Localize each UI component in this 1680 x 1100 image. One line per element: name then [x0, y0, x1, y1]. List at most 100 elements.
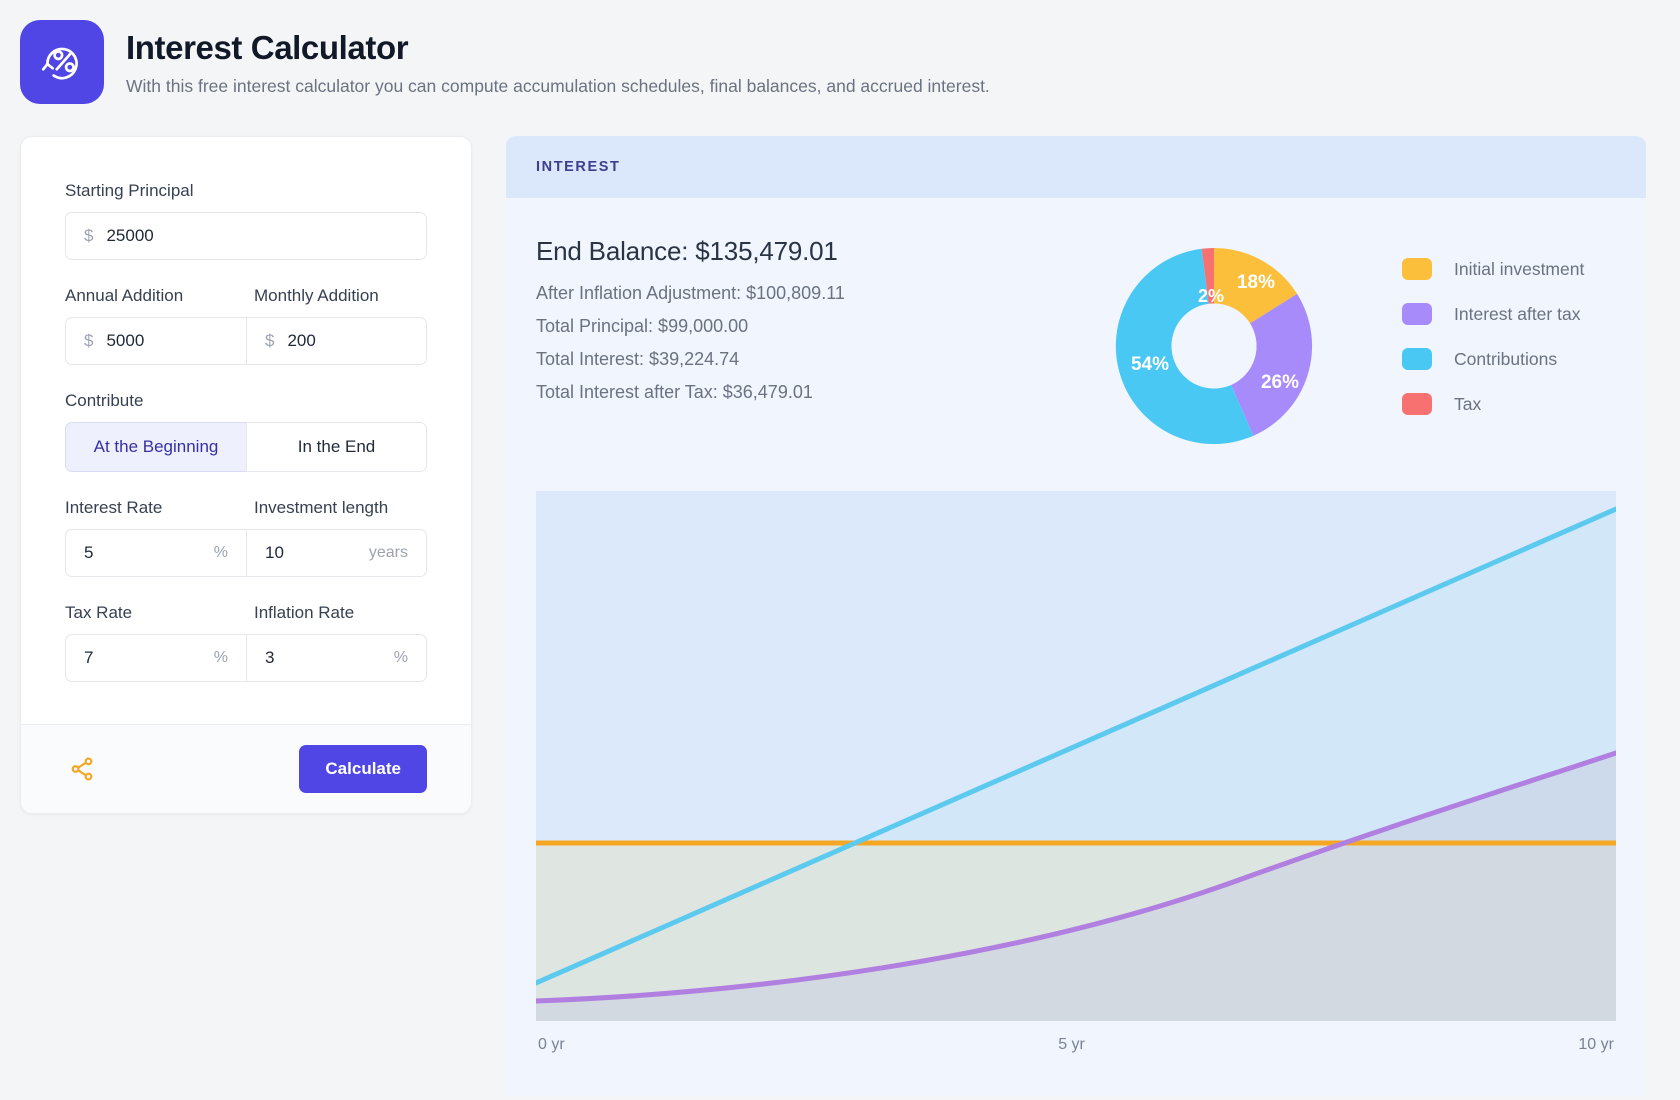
annual-addition-input[interactable]: $ 5000	[65, 317, 246, 365]
currency-prefix: $	[265, 331, 275, 350]
rate-length-input-row: 5 % 10 years	[65, 529, 427, 577]
legend-swatch-tax	[1402, 393, 1432, 415]
annual-addition-value: 5000	[106, 331, 145, 350]
chart-x-axis: 0 yr 5 yr 10 yr	[536, 1026, 1616, 1054]
inflation-rate-label: Inflation Rate	[254, 603, 355, 622]
page-subtitle: With this free interest calculator you c…	[126, 75, 990, 96]
interest-rate-label: Interest Rate	[65, 498, 163, 517]
donut-label-contributions: 54%	[1131, 354, 1169, 375]
page-title: Interest Calculator	[126, 29, 409, 66]
calculator-form-card: Starting Principal $ 25000 Annual Additi…	[20, 136, 472, 814]
donut-label-tax: 2%	[1198, 286, 1224, 306]
legend-swatch-contributions	[1402, 348, 1432, 370]
legend-item-initial-investment[interactable]: Initial investment	[1402, 258, 1584, 280]
x-tick-2: 10 yr	[1578, 1036, 1614, 1053]
donut-label-interest-after-tax: 26%	[1261, 372, 1299, 393]
legend-label-contributions: Contributions	[1454, 348, 1558, 369]
additions-input-row: $ 5000 $ 200	[65, 317, 427, 365]
legend-item-tax[interactable]: Tax	[1402, 393, 1584, 415]
inflation-rate-cell: 3 %	[246, 634, 427, 682]
contribute-option-end[interactable]: In the End	[246, 422, 427, 472]
field-contribute: Contribute At the Beginning In the End	[65, 391, 427, 472]
inflation-rate-value: 3	[265, 648, 275, 667]
line-contributions	[533, 506, 1619, 986]
form-body: Starting Principal $ 25000 Annual Additi…	[21, 137, 471, 724]
investment-length-input[interactable]: 10 years	[246, 529, 427, 577]
years-suffix: years	[368, 544, 408, 561]
currency-prefix: $	[84, 331, 94, 350]
starting-principal-value: 25000	[106, 226, 154, 245]
field-group-additions: Annual Addition Monthly Addition $ 5000	[65, 286, 427, 365]
donut-chart: 18% 26% 54% 2%	[1106, 236, 1336, 451]
tax-rate-cell: 7 %	[65, 634, 246, 682]
summary-text-block: End Balance: $135,479.01 After Inflation…	[536, 236, 1096, 451]
monthly-addition-label: Monthly Addition	[254, 286, 379, 305]
starting-principal-label: Starting Principal	[65, 181, 194, 200]
tax-rate-value: 7	[84, 648, 94, 667]
end-balance-value: End Balance: $135,479.01	[536, 236, 838, 266]
contribute-option-beginning[interactable]: At the Beginning	[65, 422, 246, 472]
investment-length-cell: 10 years	[246, 529, 427, 577]
legend-label-interest-after-tax: Interest after tax	[1454, 303, 1581, 324]
donut-slice-interest-after-tax	[1231, 293, 1313, 436]
calculate-button[interactable]: Calculate	[299, 745, 427, 793]
line-interest-after-tax	[533, 750, 1619, 1004]
header-text-block: Interest Calculator With this free inter…	[126, 20, 990, 98]
rate-length-label-row: Interest Rate Investment length	[65, 498, 427, 529]
percent-refresh-icon	[20, 20, 104, 104]
summary-line-principal: Total Principal: $99,000.00	[536, 316, 749, 336]
tax-rate-label: Tax Rate	[65, 603, 133, 622]
legend-swatch-interest-after-tax	[1402, 303, 1432, 325]
legend-item-contributions[interactable]: Contributions	[1402, 348, 1584, 370]
inflation-rate-input[interactable]: 3 %	[246, 634, 427, 682]
annual-addition-label: Annual Addition	[65, 286, 184, 305]
legend-label-tax: Tax	[1454, 393, 1482, 414]
tax-inflation-input-row: 7 % 3 %	[65, 634, 427, 682]
summary-line-interest-after-tax: Total Interest after Tax: $36,479.01	[536, 382, 813, 402]
legend-label-initial-investment: Initial investment	[1454, 258, 1585, 279]
tab-interest[interactable]: INTEREST	[536, 159, 621, 175]
x-tick-1: 5 yr	[1058, 1036, 1085, 1053]
area-interest-after-tax	[536, 753, 1616, 1021]
form-footer: Calculate	[21, 724, 471, 813]
growth-chart-svg	[533, 491, 1619, 1021]
donut-slice-contributions	[1115, 248, 1254, 445]
interest-rate-input[interactable]: 5 %	[65, 529, 246, 577]
percent-suffix: %	[213, 649, 228, 666]
interest-rate-value: 5	[84, 543, 94, 562]
additions-label-row: Annual Addition Monthly Addition	[65, 286, 427, 317]
investment-length-value: 10	[265, 543, 284, 562]
donut-label-initial-investment: 18%	[1237, 272, 1275, 293]
donut-hole	[1171, 303, 1257, 389]
field-group-rate-length: Interest Rate Investment length 5 %	[65, 498, 427, 577]
share-icon[interactable]	[65, 752, 99, 786]
legend-swatch-initial-investment	[1402, 258, 1432, 280]
main-content: Starting Principal $ 25000 Annual Additi…	[0, 104, 1680, 1096]
summary-line-interest: Total Interest: $39,224.74	[536, 349, 740, 369]
monthly-addition-value: 200	[287, 331, 316, 350]
page-header: Interest Calculator With this free inter…	[0, 0, 1680, 104]
tax-rate-input[interactable]: 7 %	[65, 634, 246, 682]
field-group-tax-inflation: Tax Rate Inflation Rate 7 % 3	[65, 603, 427, 682]
percent-suffix: %	[213, 544, 228, 561]
monthly-addition-cell: $ 200	[246, 317, 427, 365]
x-tick-0: 0 yr	[538, 1036, 565, 1053]
monthly-addition-input[interactable]: $ 200	[246, 317, 427, 365]
chart-legend: Initial investment Interest after tax Co…	[1402, 236, 1584, 451]
results-panel: INTEREST End Balance: $135,479.01 After …	[506, 136, 1646, 1096]
tax-inflation-label-row: Tax Rate Inflation Rate	[65, 603, 427, 634]
contribute-toggle: At the Beginning In the End	[65, 422, 427, 472]
legend-item-interest-after-tax[interactable]: Interest after tax	[1402, 303, 1584, 325]
field-starting-principal: Starting Principal $ 25000	[65, 181, 427, 260]
growth-chart: 0 yr 5 yr 10 yr	[506, 451, 1646, 1054]
annual-addition-cell: $ 5000	[65, 317, 246, 365]
starting-principal-input[interactable]: $ 25000	[65, 212, 427, 260]
donut-chart-svg: 18% 26% 54% 2%	[1115, 247, 1313, 445]
summary-area: End Balance: $135,479.01 After Inflation…	[506, 198, 1646, 451]
summary-line-inflation: After Inflation Adjustment: $100,809.11	[536, 283, 845, 303]
donut-slice-initial-investment	[1214, 247, 1298, 324]
percent-suffix: %	[393, 649, 408, 666]
donut-slice-tax	[1201, 248, 1214, 304]
results-tab-bar: INTEREST	[506, 136, 1646, 198]
